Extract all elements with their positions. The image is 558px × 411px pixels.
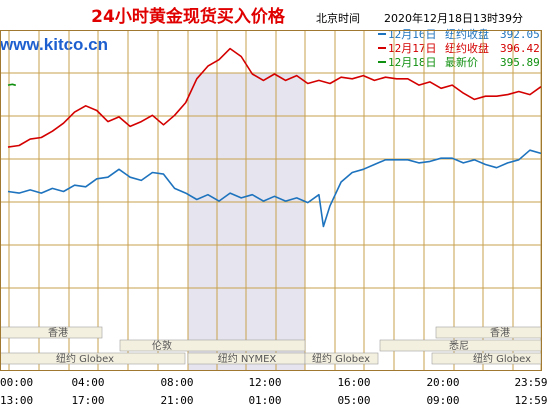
session-label: 香港 — [490, 327, 510, 339]
x-tick-label: 21:00 — [160, 394, 193, 407]
x-tick-label: 01:00 — [248, 394, 281, 407]
x-tick-label: 12:59 — [514, 394, 547, 407]
legend-label: 最新价 — [445, 55, 478, 69]
session-bar — [119, 339, 306, 352]
legend-date: 12月18日 — [388, 56, 437, 69]
legend-value: 396.42 — [500, 42, 540, 55]
x-axis-ticks-ny-time: 00:00 04:00 08:00 12:00 16:00 20:00 23:59 — [0, 376, 548, 389]
x-tick-label: 23:59 — [514, 376, 547, 389]
chart-title: 24小时黄金现货买入价格 — [91, 6, 286, 27]
x-tick-label: 13:00 — [0, 394, 33, 407]
plot-frame — [0, 30, 542, 371]
x-tick-label: 09:00 — [426, 394, 459, 407]
kitco-logo: www.kitco.cn — [0, 35, 108, 54]
session-bar — [0, 352, 186, 365]
legend-value: 395.89 — [500, 56, 540, 69]
price-series — [7, 47, 542, 228]
session-label: 纽约 Globex — [56, 352, 114, 365]
beijing-time-value: 2020年12月18日13时39分 — [384, 11, 523, 25]
legend-item: 12月18日 最新价 395.89 — [378, 55, 540, 69]
session-label: 悉尼 — [449, 340, 469, 352]
beijing-time-label: 北京时间 — [316, 11, 360, 25]
legend-date: 12月16日 — [388, 28, 437, 41]
x-tick-label: 20:00 — [426, 376, 459, 389]
session-label: 香港 — [48, 327, 68, 339]
series-line — [7, 47, 542, 148]
x-tick-label: 16:00 — [337, 376, 370, 389]
session-label: 纽约 NYMEX — [218, 352, 277, 365]
session-bar — [0, 326, 103, 339]
session-label: 伦敦 — [152, 339, 172, 352]
legend-label: 纽约收盘 — [445, 41, 489, 55]
x-tick-label: 17:00 — [71, 394, 104, 407]
session-bar — [304, 352, 379, 365]
legend-date: 12月17日 — [388, 42, 437, 55]
x-tick-label: 12:00 — [248, 376, 281, 389]
x-tick-label: 00:00 — [0, 376, 33, 389]
x-tick-label: 04:00 — [71, 376, 104, 389]
session-bar — [435, 326, 542, 339]
session-label: 纽约 Globex — [473, 352, 531, 365]
session-label: 纽约 Globex — [312, 352, 370, 365]
legend-item: 12月17日 纽约收盘 396.42 — [378, 41, 540, 55]
series-line — [7, 83, 17, 87]
series-line — [7, 149, 542, 228]
x-axis-ticks-beijing-time: 13:00 17:00 21:00 01:00 05:00 09:00 12:59 — [0, 394, 548, 407]
legend-label: 纽约收盘 — [445, 27, 489, 41]
x-tick-label: 08:00 — [160, 376, 193, 389]
legend-item: 12月16日 纽约收盘 392.05 — [378, 27, 540, 41]
x-tick-label: 05:00 — [337, 394, 370, 407]
legend-value: 392.05 — [500, 28, 540, 41]
